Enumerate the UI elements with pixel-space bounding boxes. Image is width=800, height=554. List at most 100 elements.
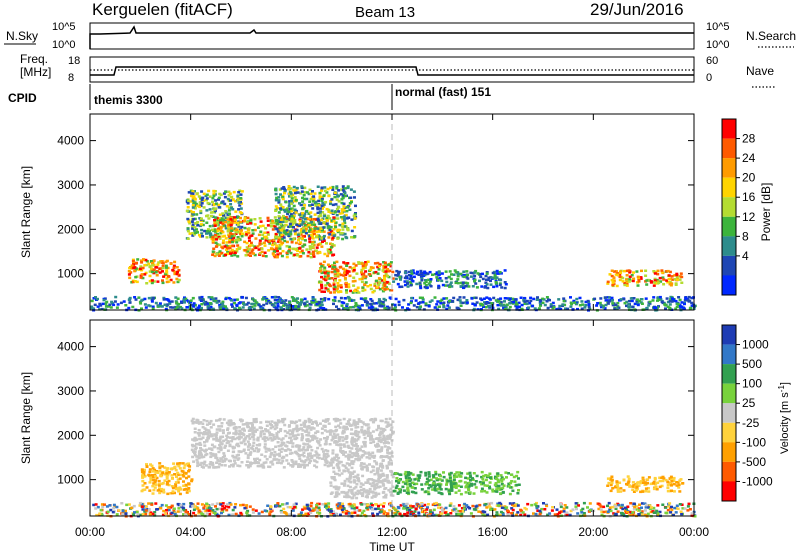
velocity-echo-cell bbox=[646, 487, 650, 490]
power-echo-cell bbox=[596, 302, 600, 305]
power-echo-cell bbox=[450, 285, 454, 288]
velocity-echo-cell bbox=[337, 486, 341, 489]
power-echo-cell bbox=[321, 207, 324, 210]
velocity-echo-cell bbox=[644, 487, 648, 490]
velocity-echo-cell bbox=[199, 443, 203, 447]
power-echo-cell bbox=[295, 186, 299, 190]
power-echo-cell bbox=[503, 269, 507, 272]
power-echo-cell bbox=[349, 306, 353, 309]
velocity-echo-cell bbox=[362, 440, 366, 444]
power-echo-cell bbox=[322, 271, 326, 274]
velocity-echo-cell bbox=[152, 482, 156, 485]
velocity-echo-cell bbox=[379, 430, 383, 433]
power-echo-cell bbox=[437, 286, 441, 290]
velocity-echo-cell bbox=[632, 490, 636, 493]
power-echo-cell bbox=[356, 286, 360, 289]
power-echo-cell bbox=[299, 250, 303, 254]
velocity-echo-cell bbox=[363, 443, 367, 447]
power-echo-cell bbox=[249, 254, 252, 257]
velocity-echo-cell bbox=[380, 449, 383, 452]
power-colorbar-swatch bbox=[722, 177, 736, 198]
velocity-echo-cell bbox=[251, 432, 255, 435]
power-echo-cell bbox=[350, 229, 354, 233]
velocity-echo-cell bbox=[407, 471, 410, 474]
velocity-echo-cell bbox=[327, 464, 331, 467]
power-echo-cell bbox=[332, 228, 336, 231]
velocity-echo-cell bbox=[449, 479, 453, 483]
velocity-echo-cell bbox=[311, 436, 315, 439]
velocity-echo-cell bbox=[299, 427, 302, 431]
velocity-echo-cell bbox=[160, 487, 164, 491]
power-echo-cell bbox=[269, 222, 273, 225]
power-echo-cell bbox=[418, 307, 421, 310]
velocity-echo-cell bbox=[339, 443, 342, 446]
velocity-echo-cell bbox=[379, 456, 383, 459]
power-echo-cell bbox=[290, 215, 294, 218]
velocity-echo-cell bbox=[231, 422, 235, 425]
velocity-echo-cell bbox=[332, 476, 336, 479]
power-echo-cell bbox=[350, 299, 354, 302]
power-echo-cell bbox=[306, 191, 309, 194]
power-echo-cell bbox=[150, 279, 154, 282]
power-echo-cell bbox=[354, 264, 358, 267]
velocity-echo-cell bbox=[376, 450, 380, 453]
velocity-echo-cell bbox=[367, 492, 371, 496]
power-echo-cell bbox=[668, 280, 672, 284]
power-echo-cell bbox=[233, 228, 237, 232]
velocity-echo-cell bbox=[496, 474, 500, 477]
power-echo-cell bbox=[213, 209, 217, 213]
power-echo-cell bbox=[309, 192, 313, 196]
power-echo-cell bbox=[662, 283, 666, 286]
power-echo-cell bbox=[493, 274, 497, 277]
power-echo-cell bbox=[399, 278, 402, 281]
velocity-echo-cell bbox=[380, 446, 384, 449]
power-echo-cell bbox=[508, 305, 512, 309]
velocity-echo-cell bbox=[187, 470, 191, 473]
power-echo-cell bbox=[448, 283, 452, 286]
power-colorbar-swatch bbox=[722, 158, 736, 178]
power-echo-cell bbox=[192, 195, 196, 198]
power-echo-cell bbox=[332, 211, 336, 215]
power-echo-cell bbox=[255, 301, 259, 305]
velocity-echo-cell bbox=[635, 481, 639, 485]
velocity-echo-cell bbox=[409, 484, 413, 488]
power-echo-cell bbox=[217, 198, 220, 201]
velocity-echo-cell bbox=[678, 479, 682, 482]
velocity-echo-cell bbox=[323, 463, 327, 467]
power-echo-cell bbox=[302, 226, 305, 230]
power-echo-cell bbox=[375, 302, 379, 305]
velocity-echo-cell bbox=[375, 462, 379, 466]
power-echo-cell bbox=[208, 233, 212, 237]
power-echo-cell bbox=[677, 303, 681, 306]
power-echo-cell bbox=[277, 240, 281, 243]
power-echo-cell bbox=[659, 298, 663, 301]
power-echo-cell bbox=[228, 236, 232, 240]
power-echo-cell bbox=[464, 285, 468, 288]
power-echo-cell bbox=[230, 227, 234, 231]
power-echo-cell bbox=[569, 305, 573, 308]
velocity-echo-cell bbox=[374, 494, 378, 497]
velocity-echo-cell bbox=[652, 487, 656, 490]
power-echo-cell bbox=[127, 298, 131, 301]
power-echo-cell bbox=[325, 242, 328, 245]
velocity-echo-cell bbox=[317, 453, 321, 457]
velocity-echo-cell bbox=[372, 465, 376, 469]
power-echo-cell bbox=[183, 301, 186, 304]
power-echo-cell bbox=[461, 301, 465, 305]
velocity-echo-cell bbox=[187, 482, 191, 485]
velocity-echo-cell bbox=[349, 480, 353, 484]
power-echo-cell bbox=[228, 246, 232, 250]
power-echo-cell bbox=[327, 210, 331, 213]
power-echo-cell bbox=[317, 235, 321, 238]
power-colorbar-swatch bbox=[722, 138, 736, 159]
velocity-echo-cell bbox=[359, 464, 363, 467]
velocity-echo-cell bbox=[298, 457, 302, 460]
power-echo-cell bbox=[627, 269, 631, 272]
power-echo-cell bbox=[454, 270, 458, 274]
power-echo-cell bbox=[213, 222, 217, 226]
velocity-echo-cell bbox=[468, 471, 472, 475]
velocity-echo-cell bbox=[285, 459, 289, 462]
power-echo-cell bbox=[240, 229, 243, 232]
velocity-echo-cell bbox=[225, 421, 229, 425]
power-echo-cell bbox=[407, 303, 411, 306]
